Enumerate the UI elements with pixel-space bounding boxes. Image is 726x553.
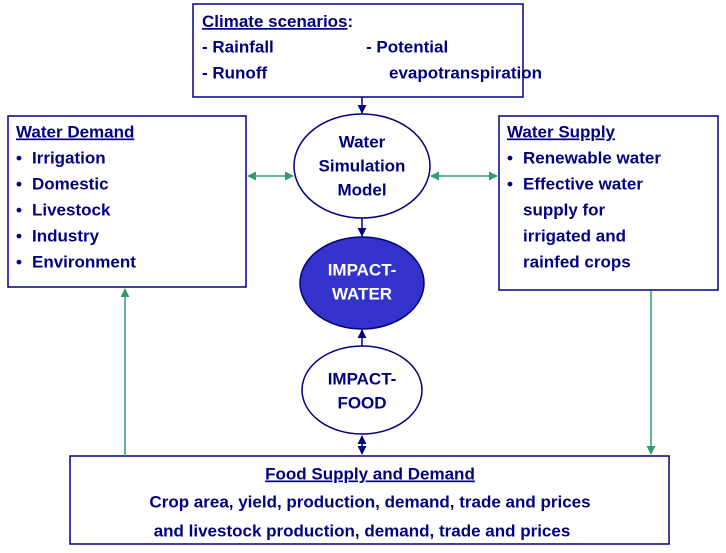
climate-item: - Rainfall <box>202 37 274 56</box>
list-item: Industry <box>32 226 100 245</box>
list-item: Environment <box>32 252 136 271</box>
impact-water-node <box>299 236 425 330</box>
node-label: Water <box>339 132 386 151</box>
supply-box <box>498 115 719 291</box>
food-box <box>69 455 670 545</box>
bullet: • <box>507 174 513 193</box>
bullet: • <box>16 252 22 271</box>
climate-item: evapotranspiration <box>389 63 542 82</box>
list-item: Irrigation <box>32 148 106 167</box>
list-item: supply for <box>523 200 606 219</box>
bullet: • <box>16 226 22 245</box>
node-label: IMPACT- <box>328 260 397 279</box>
list-item: Renewable water <box>523 148 661 167</box>
climate-box <box>192 3 524 98</box>
bullet: • <box>507 148 513 167</box>
list-item: rainfed crops <box>523 252 631 271</box>
node-label: WATER <box>332 284 392 303</box>
list-item: Livestock <box>32 200 111 219</box>
climate-title: Climate scenarios: <box>202 12 353 31</box>
node-label: IMPACT- <box>328 369 397 388</box>
bullet: • <box>16 174 22 193</box>
supply-title: Water Supply <box>507 122 616 141</box>
impact-food-node <box>301 345 423 435</box>
list-item: Effective water <box>523 174 643 193</box>
list-item: Domestic <box>32 174 109 193</box>
node-label: Simulation <box>319 156 406 175</box>
demand-title: Water Demand <box>16 122 134 141</box>
climate-item: - Potential <box>366 37 448 56</box>
node-label: FOOD <box>337 393 386 412</box>
food-title: Food Supply and Demand <box>265 464 475 483</box>
climate-item: - Runoff <box>202 63 267 82</box>
list-item: irrigated and <box>523 226 626 245</box>
food-line: and livestock production, demand, trade … <box>154 521 571 540</box>
demand-box <box>7 115 247 288</box>
bullet: • <box>16 148 22 167</box>
food-line: Crop area, yield, production, demand, tr… <box>149 492 590 511</box>
node-label: Model <box>337 180 386 199</box>
bullet: • <box>16 200 22 219</box>
